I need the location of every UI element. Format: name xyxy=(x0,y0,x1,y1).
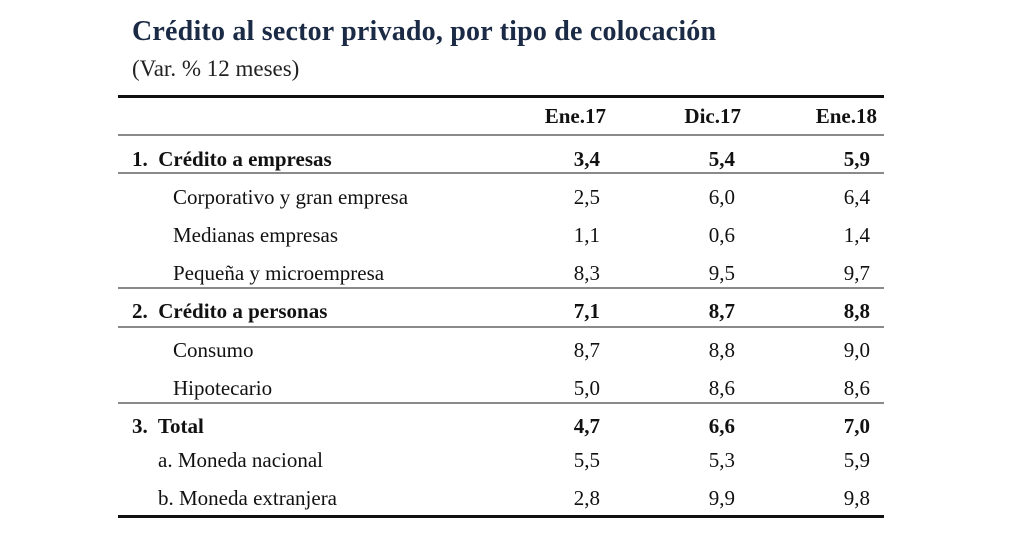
table-row: 2. Crédito a personas 7,1 8,7 8,8 xyxy=(118,299,884,329)
divider xyxy=(118,287,884,289)
cell-value: 4,7 xyxy=(573,414,600,438)
row-label: b. Moneda extranjera xyxy=(158,486,338,510)
cell-value: 8,6 xyxy=(843,376,870,400)
row-label: 2. Crédito a personas xyxy=(132,299,328,323)
cell-value: 8,8 xyxy=(708,338,735,362)
row-label: a. Moneda nacional xyxy=(158,448,324,472)
table-row: Corporativo y gran empresa 2,5 6,0 6,4 xyxy=(118,185,884,215)
cell-value: 6,0 xyxy=(708,185,735,209)
cell-value: 8,8 xyxy=(843,299,870,323)
table-row: Consumo 8,7 8,8 9,0 xyxy=(118,338,884,368)
divider xyxy=(118,402,884,404)
row-label: 3. Total xyxy=(132,414,204,438)
table-row: Pequeña y microempresa 8,3 9,5 9,7 xyxy=(118,261,884,291)
row-label: Pequeña y microempresa xyxy=(173,261,385,285)
row-label: Hipotecario xyxy=(173,376,273,400)
cell-value: 3,4 xyxy=(573,147,600,171)
cell-value: 8,3 xyxy=(573,261,600,285)
top-rule xyxy=(118,95,884,98)
header-rule xyxy=(118,134,884,136)
divider xyxy=(118,172,884,174)
row-label: Corporativo y gran empresa xyxy=(173,185,409,209)
table-row: Medianas empresas 1,1 0,6 1,4 xyxy=(118,223,884,253)
table-row: 1. Crédito a empresas 3,4 5,4 5,9 xyxy=(118,147,884,177)
col-header-ene17: Ene.17 xyxy=(544,104,606,128)
cell-value: 9,8 xyxy=(843,486,870,510)
cell-value: 5,3 xyxy=(708,448,735,472)
row-label: Medianas empresas xyxy=(173,223,339,247)
cell-value: 8,6 xyxy=(708,376,735,400)
cell-value: 6,6 xyxy=(708,414,735,438)
col-header-ene18: Ene.18 xyxy=(815,104,877,128)
cell-value: 2,5 xyxy=(573,185,600,209)
cell-value: 1,4 xyxy=(843,223,870,247)
cell-value: 5,0 xyxy=(573,376,600,400)
table-subtitle: (Var. % 12 meses) xyxy=(132,56,300,81)
cell-value: 8,7 xyxy=(708,299,735,323)
bottom-rule xyxy=(118,515,884,518)
cell-value: 9,0 xyxy=(843,338,870,362)
col-header-dic17: Dic.17 xyxy=(684,104,741,128)
cell-value: 7,1 xyxy=(573,299,600,323)
cell-value: 9,9 xyxy=(708,486,735,510)
table-title: Crédito al sector privado, por tipo de c… xyxy=(132,16,717,47)
divider xyxy=(118,326,884,328)
cell-value: 5,4 xyxy=(708,147,735,171)
cell-value: 0,6 xyxy=(708,223,735,247)
row-label: Consumo xyxy=(173,338,254,362)
cell-value: 5,9 xyxy=(843,147,870,171)
cell-value: 2,8 xyxy=(573,486,600,510)
row-label: 1. Crédito a empresas xyxy=(132,147,332,171)
cell-value: 8,7 xyxy=(573,338,600,362)
header-row: Ene.17 Dic.17 Ene.18 xyxy=(118,104,884,134)
table-row: Hipotecario 5,0 8,6 8,6 xyxy=(118,376,884,406)
table-row: b. Moneda extranjera 2,8 9,9 9,8 xyxy=(118,486,884,516)
cell-value: 5,9 xyxy=(843,448,870,472)
cell-value: 7,0 xyxy=(843,414,870,438)
table-row: a. Moneda nacional 5,5 5,3 5,9 xyxy=(118,448,884,478)
cell-value: 5,5 xyxy=(573,448,600,472)
cell-value: 9,5 xyxy=(708,261,735,285)
cell-value: 6,4 xyxy=(843,185,870,209)
table-row: 3. Total 4,7 6,6 7,0 xyxy=(118,414,884,444)
cell-value: 1,1 xyxy=(573,223,600,247)
cell-value: 9,7 xyxy=(843,261,870,285)
